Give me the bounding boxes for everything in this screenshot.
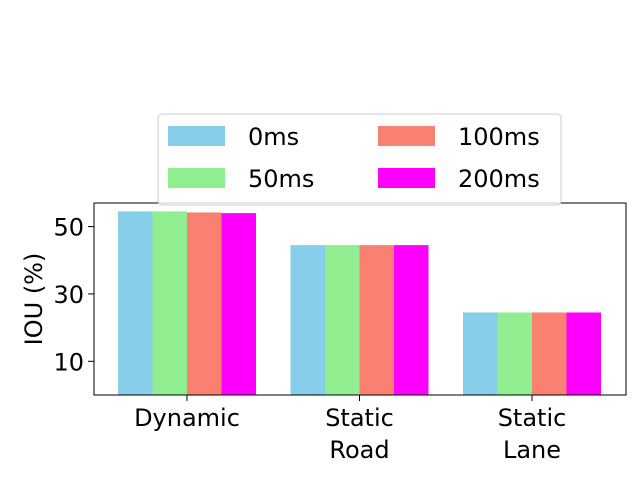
legend-label-200ms: 200ms — [458, 165, 540, 193]
legend-label-50ms: 50ms — [248, 165, 314, 193]
legend-swatch-50ms — [168, 168, 225, 188]
bar-200ms-static-lane — [566, 312, 601, 395]
bar-50ms-static-road — [325, 245, 360, 395]
y-tick-label: 50 — [53, 214, 84, 242]
bar-0ms-static-road — [290, 245, 325, 395]
legend-swatch-200ms — [378, 168, 435, 188]
x-tick-label: Dynamic — [134, 404, 240, 432]
legend-frame — [157, 113, 562, 206]
legend-swatch-100ms — [378, 126, 435, 146]
bar-50ms-static-lane — [497, 312, 532, 395]
y-tick-label: 30 — [53, 281, 84, 309]
legend-label-0ms: 0ms — [248, 123, 299, 151]
bar-0ms-static-lane — [463, 312, 498, 395]
bars-group — [118, 211, 601, 395]
bar-200ms-static-road — [394, 245, 429, 395]
bar-0ms-dynamic — [118, 211, 153, 395]
bar-50ms-dynamic — [152, 211, 187, 395]
x-tick-label: Static Road — [325, 404, 394, 464]
bar-100ms-static-road — [359, 245, 394, 395]
bar-200ms-dynamic — [221, 213, 256, 395]
legend: 0ms 50ms 100ms 200ms — [157, 113, 562, 206]
y-axis-label: IOU (%) — [20, 253, 48, 346]
y-axis-ticks: 10 30 50 — [53, 214, 94, 376]
x-axis-ticks: Dynamic Static Road Static Lane — [134, 395, 566, 464]
x-tick-label: Static Lane — [498, 404, 567, 464]
bar-100ms-static-lane — [532, 312, 567, 395]
y-tick-label: 10 — [53, 348, 84, 376]
bar-100ms-dynamic — [187, 212, 222, 395]
legend-label-100ms: 100ms — [458, 123, 540, 151]
legend-swatch-0ms — [168, 126, 225, 146]
